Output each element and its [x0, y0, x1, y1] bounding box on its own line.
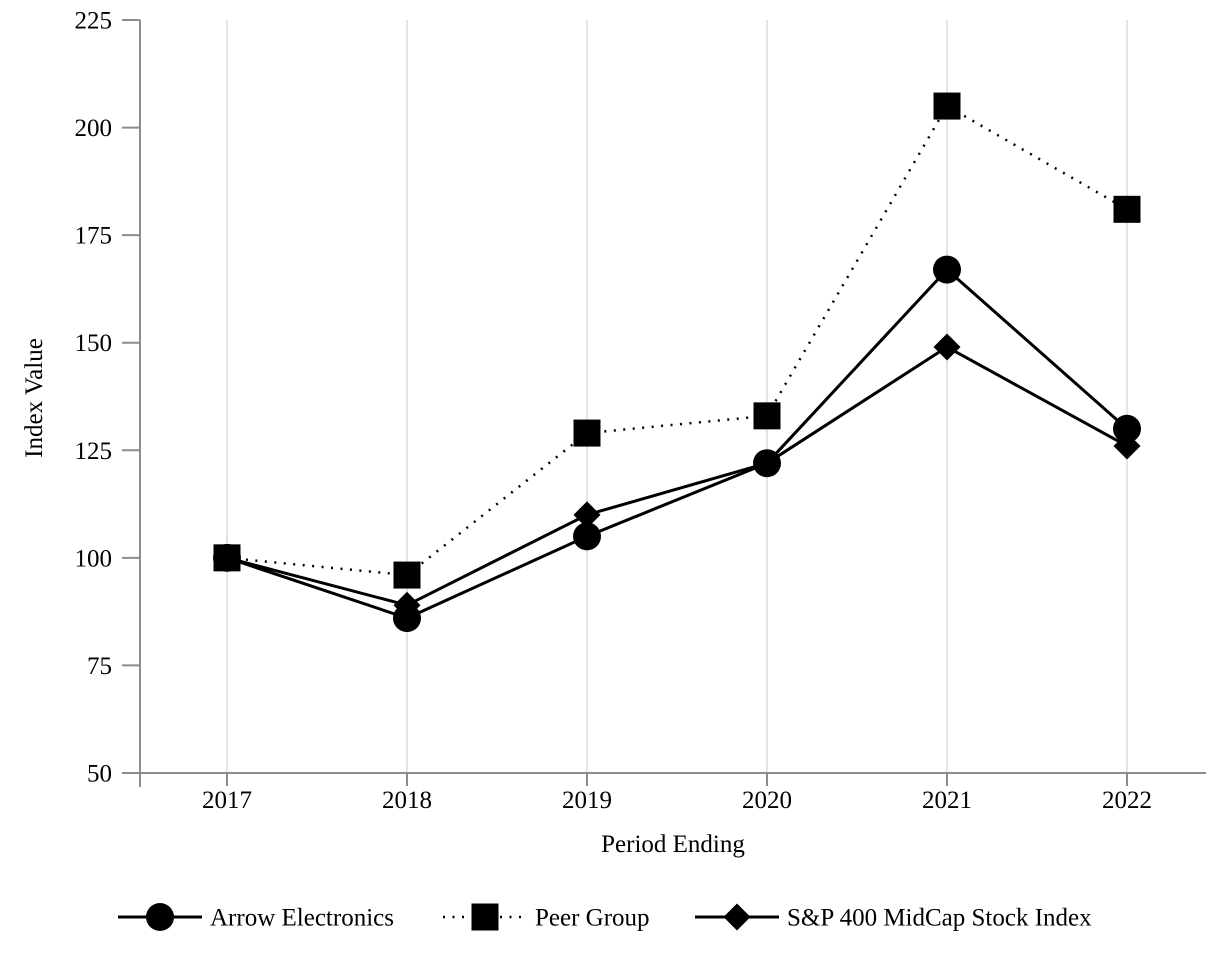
y-tick-label-225: 225 [75, 8, 113, 35]
legend-marker-diamond [723, 903, 751, 931]
series-line-1 [226, 104, 1128, 577]
marker-square-2019 [573, 419, 601, 447]
marker-circle-2018 [393, 604, 421, 633]
x-tick-label-2021: 2021 [922, 787, 972, 814]
y-tick-label-125: 125 [75, 438, 113, 465]
marker-square-2017 [213, 544, 241, 572]
y-axis-title: Index Value [21, 338, 48, 458]
y-tick-label-200: 200 [75, 115, 113, 142]
legend-label-1: Peer Group [535, 905, 650, 932]
legend-label-0: Arrow Electronics [210, 905, 394, 932]
marker-square-2018 [393, 561, 421, 589]
marker-square-2022 [1113, 195, 1141, 223]
legend-label-2: S&P 400 MidCap Stock Index [787, 905, 1092, 932]
marker-circle-2019 [573, 522, 601, 551]
x-tick-label-2022: 2022 [1102, 787, 1152, 814]
y-tick-label-50: 50 [87, 761, 112, 788]
marker-square-2020 [753, 402, 781, 430]
y-tick-label-175: 175 [75, 223, 113, 250]
series-line-0 [226, 267, 1128, 620]
marker-circle-2020 [753, 449, 781, 478]
marker-diamond-2021 [933, 333, 961, 361]
x-tick-label-2019: 2019 [562, 787, 612, 814]
x-tick-label-2020: 2020 [742, 787, 792, 814]
legend-marker-square [471, 903, 499, 931]
y-tick-label-100: 100 [75, 545, 113, 572]
marker-circle-2022 [1113, 414, 1141, 443]
marker-diamond-2019 [573, 501, 601, 529]
marker-circle-2021 [933, 255, 961, 284]
y-tick-label-150: 150 [75, 330, 113, 357]
series-line-2 [226, 345, 1128, 607]
x-tick-label-2017: 2017 [202, 787, 252, 814]
legend: Arrow Electronics Peer Group S&P 400 MidCa… [118, 905, 1092, 932]
y-tick-label-75: 75 [87, 653, 112, 680]
legend-marker-circle [146, 903, 174, 931]
x-axis-title: Period Ending [601, 831, 745, 858]
marker-square-2021 [933, 92, 961, 120]
x-tick-label-2018: 2018 [382, 787, 432, 814]
